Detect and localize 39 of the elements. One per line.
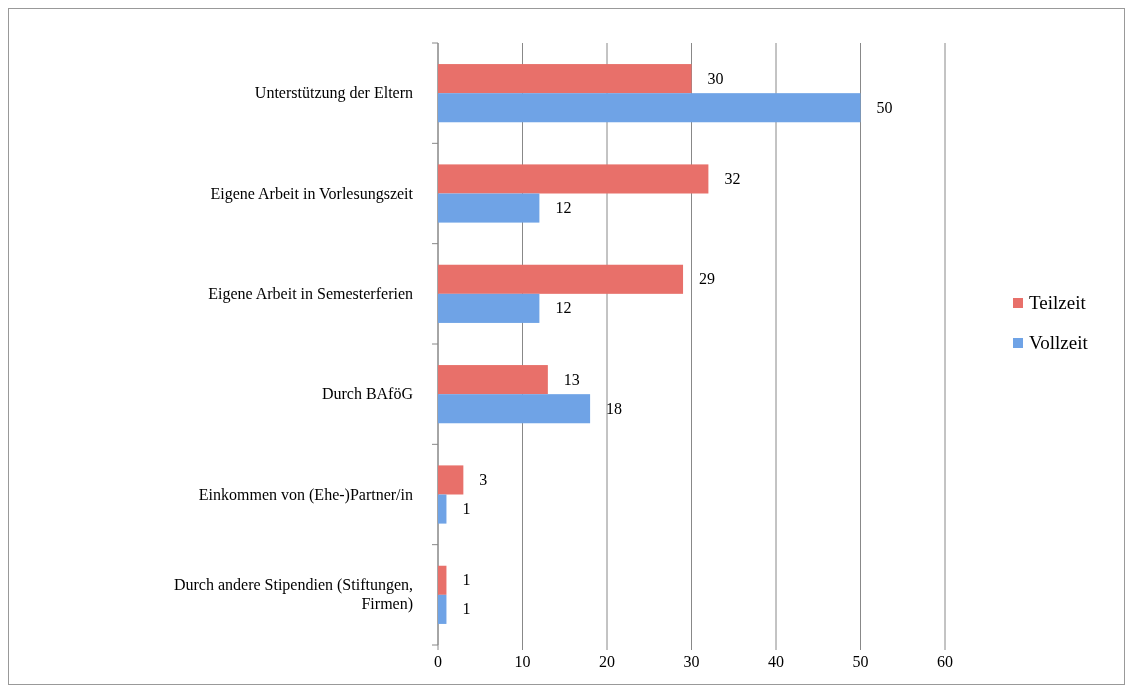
- x-tick-label: 40: [768, 653, 784, 670]
- bar: [438, 264, 684, 294]
- x-tick-label: 30: [683, 653, 700, 670]
- y-tick-label: Durch andere Stipendien (Stiftungen, Firmen): [173, 576, 413, 614]
- bar: [438, 394, 591, 424]
- data-label: 3: [479, 470, 488, 488]
- bar: [438, 193, 540, 223]
- bar: [438, 465, 464, 495]
- bar: [438, 164, 709, 194]
- x-tick-label: 10: [514, 653, 531, 670]
- data-label: 18: [606, 399, 623, 417]
- bar: [438, 64, 692, 94]
- legend-label: Teilzeit: [1029, 292, 1087, 313]
- x-tick-label: 0: [434, 653, 442, 670]
- y-tick-label: Unterstützung der Eltern: [254, 84, 413, 103]
- bar: [438, 494, 447, 524]
- data-label: 1: [462, 500, 471, 518]
- bar: [438, 365, 548, 395]
- data-label: 30: [707, 69, 724, 87]
- bar: [438, 594, 447, 624]
- bar: [438, 93, 861, 123]
- y-tick-label: Eigene Arbeit in Vorlesungszeit: [210, 184, 414, 203]
- data-label: 1: [462, 600, 471, 618]
- legend-label: Vollzeit: [1029, 332, 1089, 353]
- x-tick-label: 60: [937, 653, 953, 670]
- data-label: 12: [555, 299, 572, 317]
- data-label: 12: [555, 199, 572, 217]
- x-tick-label: 50: [852, 653, 869, 670]
- bar: [438, 565, 447, 595]
- x-tick-label: 20: [599, 653, 615, 670]
- data-label: 50: [876, 98, 893, 116]
- y-tick-label: Durch BAföG: [321, 385, 414, 403]
- bar: [438, 293, 540, 323]
- y-tick-label: Eigene Arbeit in Semesterferien: [208, 284, 413, 303]
- data-label: 1: [462, 571, 471, 589]
- y-tick-label: Einkommen von (Ehe-)Partner/in: [198, 485, 413, 504]
- data-label: 32: [724, 169, 741, 187]
- data-label: 13: [563, 370, 580, 388]
- data-label: 29: [699, 270, 716, 288]
